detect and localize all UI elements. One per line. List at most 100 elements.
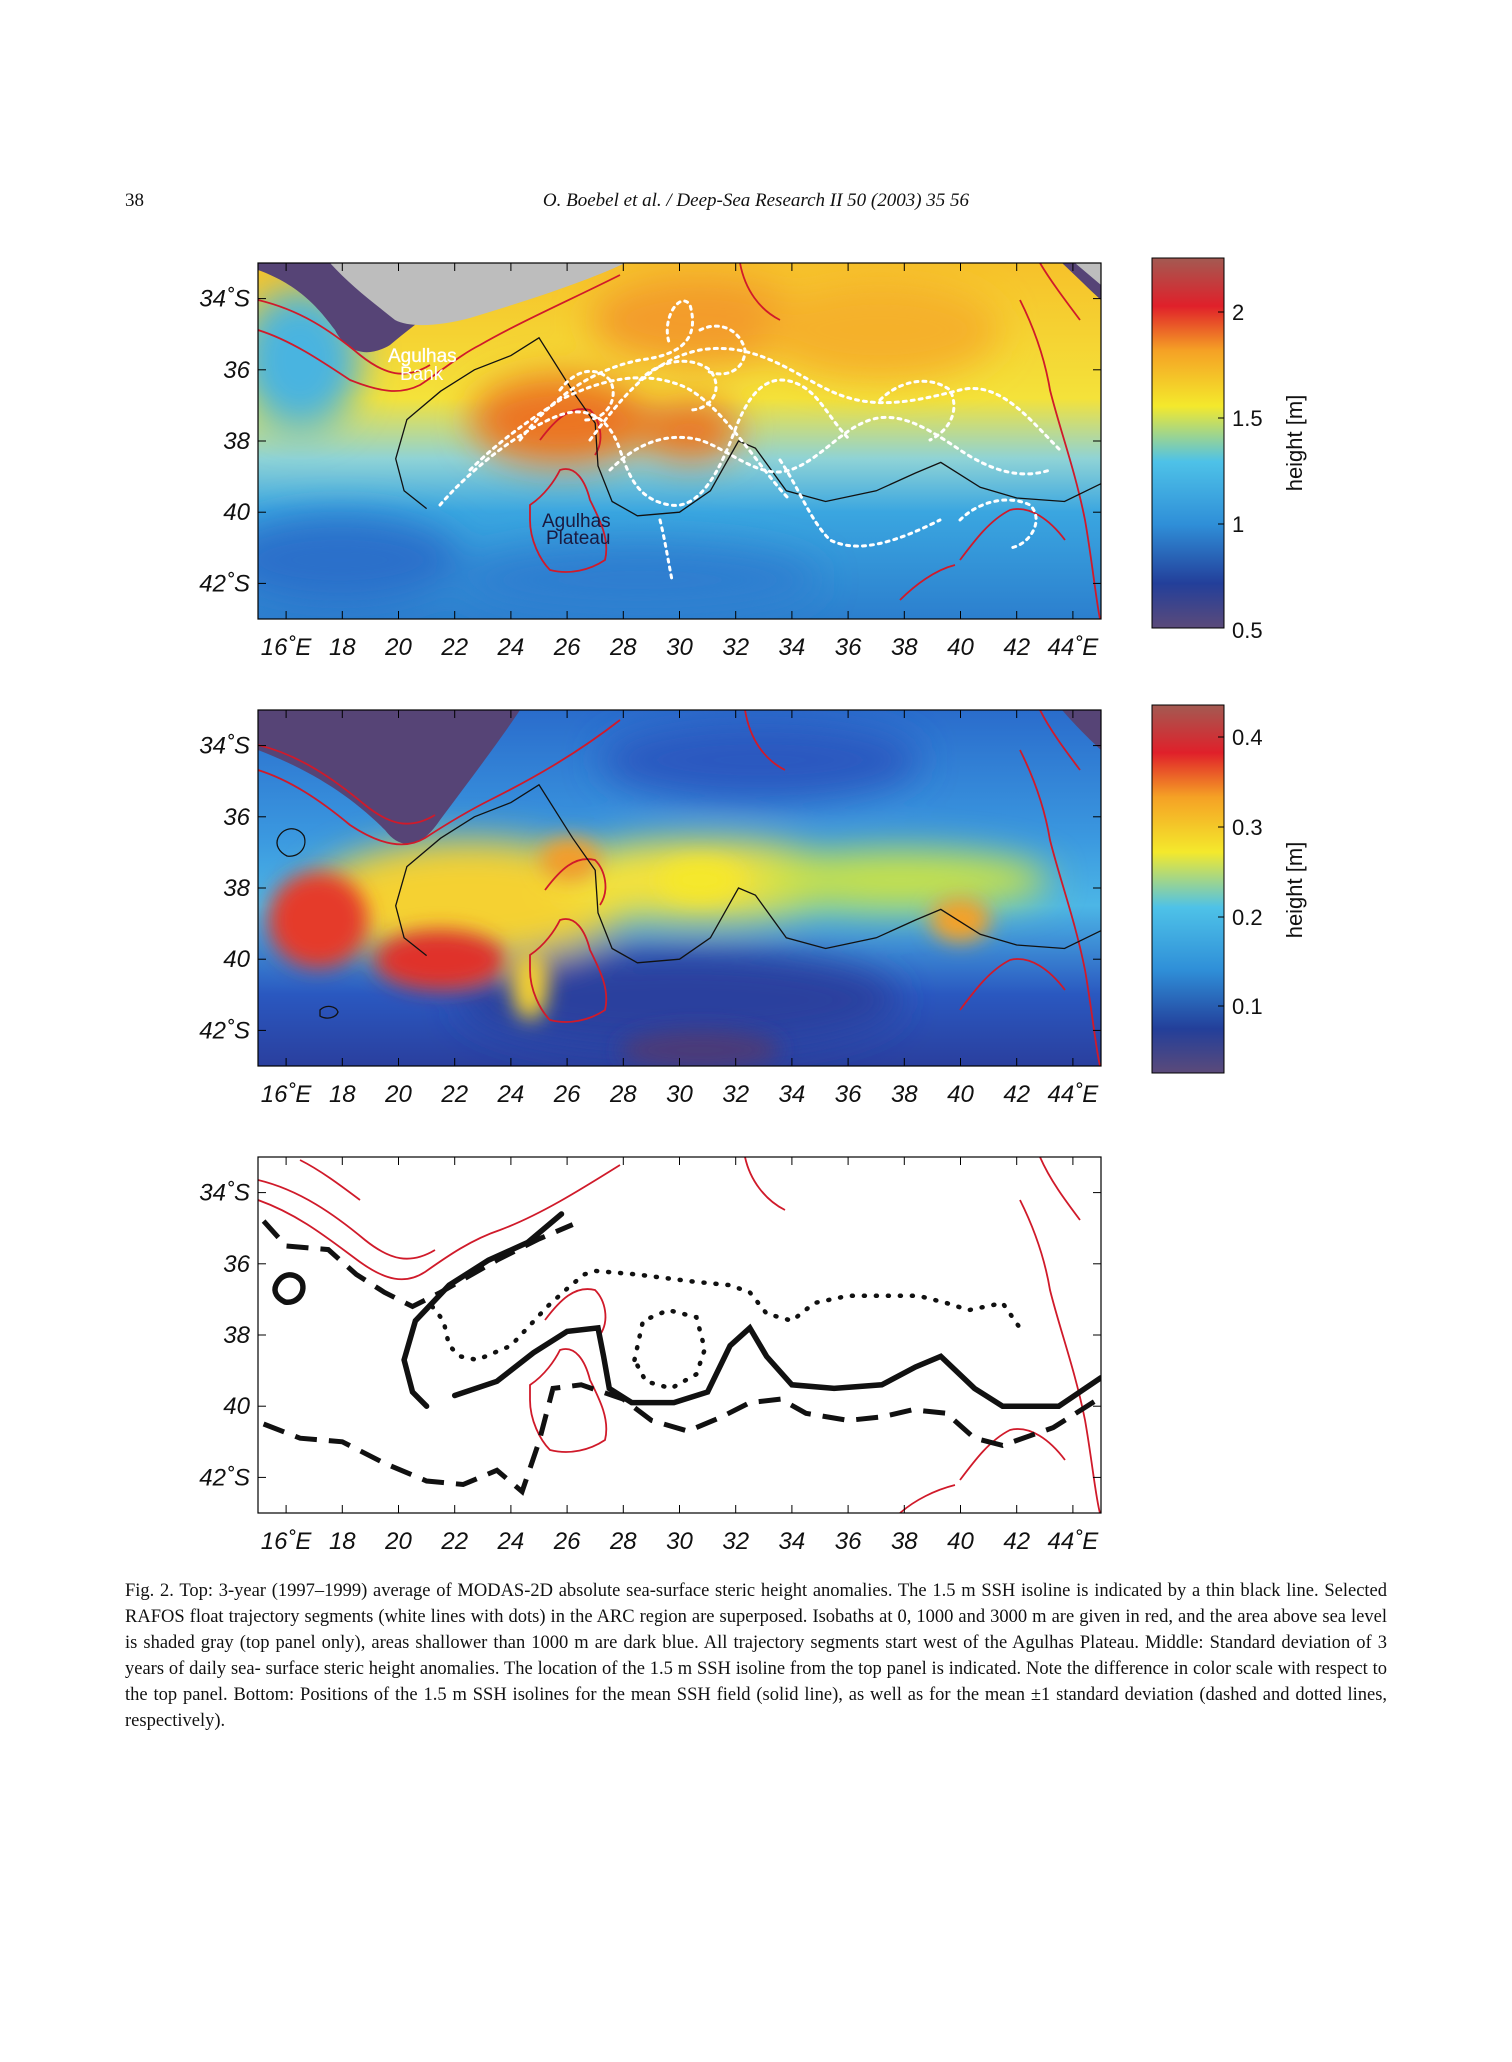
x-tick-label: 40 — [947, 634, 974, 661]
isoline-solid-1 — [451, 1323, 1101, 1409]
y-tick-label: 42˚S — [199, 1017, 250, 1044]
y-tick-label: 38 — [223, 1322, 250, 1349]
y-tick-label: 42˚S — [199, 570, 250, 597]
x-tick-label: 20 — [384, 1528, 412, 1555]
x-tick-label: 42 — [1003, 634, 1030, 661]
caption-line-5: surface steric height anomalies. The loc… — [265, 1659, 1273, 1679]
x-tick-label: 36 — [835, 1081, 862, 1108]
isoline-dotted-5 — [632, 1307, 708, 1391]
running-title: O. Boebel et al. / Deep-Sea Research II … — [542, 190, 970, 211]
x-tick-label: 22 — [440, 1528, 468, 1555]
y-tick-label: 40 — [223, 499, 250, 526]
label-agulhas-bank-1: Agulhas — [388, 346, 457, 367]
top-cbar-tick-1: 1 — [1232, 512, 1244, 537]
x-tick-label: 24 — [497, 1081, 525, 1108]
x-tick-label: 42 — [1003, 1528, 1030, 1555]
mid-cbar-tick-0p1: 0.1 — [1232, 994, 1263, 1019]
caption-line-1: Top: 3-year (1997–1999) average of MODAS… — [179, 1581, 1089, 1601]
y-tick-label: 38 — [223, 875, 250, 902]
x-tick-label: 24 — [497, 634, 525, 661]
y-tick-label: 40 — [223, 1393, 250, 1420]
x-tick-label: 32 — [722, 1528, 749, 1555]
x-tick-label: 32 — [722, 1081, 749, 1108]
x-tick-label: 36 — [835, 1528, 862, 1555]
middle-colorbar — [1151, 704, 1225, 1074]
x-tick-label: 20 — [384, 634, 412, 661]
x-tick-label: 22 — [440, 1081, 468, 1108]
x-tick-label: 32 — [722, 634, 749, 661]
caption-line-3: Isobaths at 0, 1000 and 3000 m are given… — [125, 1607, 1387, 1653]
bottom-isolines — [261, 1211, 1101, 1496]
x-tick-label: 18 — [329, 1528, 356, 1555]
label-agulhas-plateau-1: Agulhas — [542, 511, 611, 532]
x-tick-label: 38 — [891, 1081, 918, 1108]
x-tick-label: 44˚E — [1048, 1528, 1100, 1555]
x-tick-label: 16˚E — [261, 634, 313, 661]
top-cbar-tick-0p5: 0.5 — [1232, 618, 1263, 643]
x-tick-label: 38 — [891, 634, 918, 661]
y-tick-label: 34˚S — [199, 1180, 250, 1207]
x-tick-label: 36 — [835, 634, 862, 661]
y-tick-label: 34˚S — [199, 286, 250, 313]
isoline-solid-0 — [401, 1211, 565, 1409]
page-header: 38 O. Boebel et al. / Deep-Sea Research … — [0, 190, 1512, 220]
x-tick-label: 18 — [329, 1081, 356, 1108]
isoline-dotted-4 — [429, 1268, 1025, 1363]
caption-line-2: indicated by a thin black line. Selected… — [125, 1581, 1388, 1627]
isoline-dashed-2 — [261, 1219, 574, 1310]
x-tick-label: 40 — [947, 1081, 974, 1108]
figure-caption: Fig. 2. Top: 3-year (1997–1999) average … — [125, 1578, 1387, 1734]
top-cbar-tick-1p5: 1.5 — [1232, 406, 1263, 431]
x-tick-label: 30 — [666, 1528, 693, 1555]
x-tick-label: 24 — [497, 1528, 525, 1555]
y-tick-label: 36 — [223, 357, 250, 384]
x-tick-label: 44˚E — [1048, 634, 1100, 661]
top-isoline-1p5m — [395, 336, 1101, 517]
x-tick-label: 44˚E — [1048, 1081, 1100, 1108]
y-tick-label: 38 — [223, 428, 250, 455]
caption-line-4: 1000 m are dark blue. All trajectory seg… — [125, 1633, 1387, 1679]
panel-bottom-isolines: 34˚S 36 38 40 42˚S 16˚E 18 20 22 24 26 28 30 32 34 36 3… — [199, 1156, 1102, 1555]
x-tick-label: 20 — [384, 1081, 412, 1108]
label-agulhas-plateau-2: Plateau — [546, 528, 610, 549]
caption-line-7: ±1 standard deviation (dashed and dotted… — [125, 1685, 1388, 1731]
x-tick-label: 16˚E — [261, 1081, 313, 1108]
x-tick-label: 16˚E — [261, 1528, 313, 1555]
x-tick-label: 30 — [666, 1081, 693, 1108]
top-heatmap: Agulhas Bank Agulhas Plateau — [258, 263, 1101, 619]
figure-2: Agulhas Bank Agulhas Plateau 34˚S 36 38 40 4… — [199, 257, 1307, 1555]
panel-middle-std-ssh: 34˚S 36 38 40 42˚S 16˚E 18 20 22 24 26 28 30 32 34 36 3… — [199, 704, 1307, 1108]
page-number: 38 — [125, 190, 144, 211]
mid-cbar-tick-0p4: 0.4 — [1232, 725, 1263, 750]
label-agulhas-bank-2: Bank — [400, 364, 444, 385]
x-tick-label: 18 — [329, 634, 356, 661]
bottom-isoline-closed-west — [272, 1272, 306, 1305]
x-tick-label: 28 — [609, 634, 637, 661]
caption-line-6: with respect to the top panel. Bottom: P… — [125, 1659, 1388, 1705]
y-tick-label: 36 — [223, 804, 250, 831]
middle-isoline-closed-small — [319, 1005, 339, 1019]
x-tick-label: 22 — [440, 634, 468, 661]
middle-isoline-closed-west — [276, 828, 306, 857]
top-colorbar — [1151, 257, 1225, 629]
x-tick-label: 28 — [609, 1528, 637, 1555]
y-tick-label: 36 — [223, 1251, 250, 1278]
top-cbar-tick-2: 2 — [1232, 300, 1244, 325]
top-cbar-label: height [m] — [1282, 395, 1307, 492]
x-tick-label: 34 — [779, 1528, 806, 1555]
mid-cbar-label: height [m] — [1282, 842, 1307, 939]
x-tick-label: 26 — [553, 1528, 581, 1555]
x-tick-label: 34 — [779, 634, 806, 661]
isoline-dashed-3 — [262, 1382, 1100, 1496]
y-tick-label: 42˚S — [199, 1464, 250, 1491]
middle-isoline-1p5m — [395, 783, 1101, 964]
mid-cbar-tick-0p2: 0.2 — [1232, 905, 1263, 930]
mid-cbar-tick-0p3: 0.3 — [1232, 815, 1263, 840]
x-tick-label: 26 — [553, 1081, 581, 1108]
x-tick-label: 26 — [553, 634, 581, 661]
x-tick-label: 30 — [666, 634, 693, 661]
y-tick-label: 34˚S — [199, 733, 250, 760]
x-tick-label: 40 — [947, 1528, 974, 1555]
x-tick-label: 34 — [779, 1081, 806, 1108]
float-trajectories — [438, 299, 1062, 582]
